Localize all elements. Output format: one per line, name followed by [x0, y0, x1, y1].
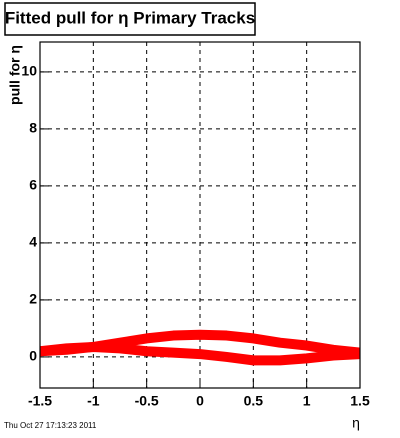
y-tick-label: 8 [29, 120, 37, 136]
x-tick-label: -1.5 [28, 393, 52, 409]
y-tick-label: 2 [29, 291, 37, 307]
x-tick-label: 0.5 [244, 393, 264, 409]
chart-title: Fitted pull for η Primary Tracks [5, 8, 255, 27]
y-tick-label: 10 [21, 63, 37, 79]
x-tick-label: 1.5 [350, 393, 370, 409]
data-line [39, 341, 361, 366]
plot-frame [39, 41, 361, 389]
title-box [4, 2, 256, 36]
y-tick-label: 6 [29, 177, 37, 193]
y-tick-label: 0 [29, 348, 37, 364]
x-tick-label: 1 [303, 393, 311, 409]
y-tick-label: 4 [29, 234, 37, 250]
timestamp: Thu Oct 27 17:13:23 2011 [4, 421, 97, 430]
x-tick-label: 0 [196, 393, 204, 409]
x-tick-label: -0.5 [135, 393, 159, 409]
x-tick-label: -1 [87, 393, 100, 409]
y-axis-label: pull for η [7, 45, 23, 105]
x-axis-label: η [352, 415, 360, 431]
